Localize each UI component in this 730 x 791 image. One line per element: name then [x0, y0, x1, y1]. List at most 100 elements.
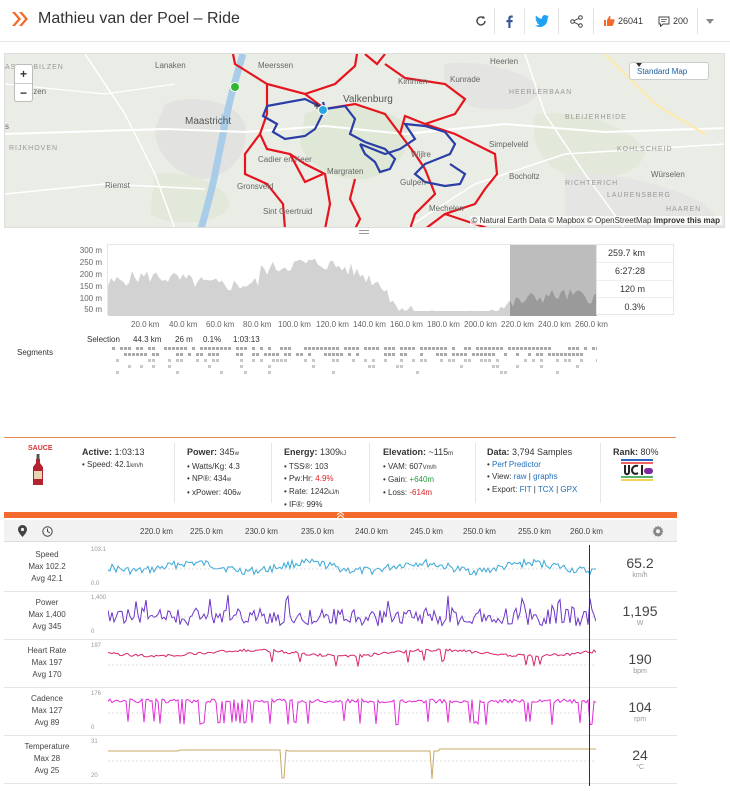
timeline-x-tick: 255.0 km — [518, 527, 551, 536]
stream-current-unit: rpm — [633, 716, 647, 723]
uci-pro-badge-icon[interactable] — [620, 456, 654, 484]
elevation-y-tick: 100 m — [79, 294, 102, 303]
selection-elevation: 26 m — [175, 335, 193, 344]
stream-avg: Avg 89 — [34, 718, 60, 727]
speed-label: Speed: — [87, 459, 113, 469]
map-canvas — [5, 54, 724, 227]
elevation-x-tick: 240.0 km — [538, 320, 571, 329]
tss-label: TSS®: — [288, 461, 313, 471]
share-button[interactable] — [566, 8, 586, 34]
refresh-button[interactable] — [471, 8, 491, 34]
map-label: Gronsveld — [237, 182, 274, 191]
map-attribution: © Natural Earth Data © Mapbox © OpenStre… — [469, 216, 722, 225]
total-time: 6:27:28 — [597, 263, 673, 281]
thumbs-up-icon — [603, 15, 615, 26]
stream-current-value: 190 — [628, 651, 652, 667]
chevron-down-icon — [706, 18, 714, 24]
stream-current: 65.2 km/h — [601, 555, 679, 579]
map-label: Simpelveld — [489, 140, 529, 149]
stream-row-temperature[interactable]: Temperature Max 28 Avg 25 31 20 24 °C — [4, 737, 677, 784]
stream-y-min: 0 — [91, 629, 95, 635]
timeline-x-tick: 240.0 km — [355, 527, 388, 536]
map-label: Izen — [31, 87, 47, 96]
map-label: Margraten — [327, 167, 364, 176]
view-raw-link[interactable]: raw — [513, 472, 527, 481]
export-tcx-link[interactable]: TCX — [537, 484, 554, 494]
elevation-x-tick: 200.0 km — [464, 320, 497, 329]
clock-icon — [41, 525, 53, 537]
data-stats: Data: 3,794 Samples • Perf Predictor • V… — [487, 447, 578, 494]
time-mode-button[interactable] — [37, 523, 57, 539]
stream-current-value: 65.2 — [626, 555, 654, 571]
power-title: Power: — [187, 447, 218, 457]
elevation-y-tick: 300 m — [79, 246, 102, 255]
energy-title: Energy: — [284, 447, 318, 457]
active-stats: Active: 1:03:13 • Speed: 42.1km/h — [82, 447, 145, 469]
share-icon — [569, 14, 583, 28]
map-label: Maastricht — [185, 116, 232, 127]
zoom-in-button[interactable]: + — [19, 67, 27, 81]
comments-button[interactable]: 200 — [655, 8, 691, 34]
stream-current: 190 bpm — [601, 651, 679, 675]
map-label: BLEIJERHEIDE — [565, 114, 627, 121]
export-gpx-link[interactable]: GPX — [560, 484, 578, 494]
gain-value: +640m — [409, 475, 435, 484]
stream-row-speed[interactable]: Speed Max 102.2 Avg 42.1 103.1 0.0 65.2 km/h — [4, 545, 677, 592]
chart-settings-button[interactable] — [648, 523, 668, 539]
panel-resize-handle[interactable] — [359, 230, 369, 234]
segments-label: Segments — [17, 348, 54, 357]
timeline-x-tick: 245.0 km — [410, 527, 443, 536]
stream-row-heart-rate[interactable]: Heart Rate Max 197 Avg 170 197 190 bpm — [4, 641, 677, 688]
selection-distance: 44.3 km — [133, 335, 162, 344]
stream-current-unit: W — [636, 620, 644, 627]
twitter-share-button[interactable] — [531, 8, 553, 34]
perf-predictor-link[interactable]: Perf Predictor — [492, 459, 541, 469]
stream-y-max: 1,400 — [91, 595, 107, 601]
pwhr-label: Pw:Hr: — [289, 474, 314, 483]
stream-name: Cadence — [30, 694, 64, 703]
map-label: Kimmen — [398, 77, 428, 86]
tss-value: 103 — [314, 461, 329, 471]
view-graphs-link[interactable]: graphs — [533, 472, 558, 481]
power-stats: Power: 345w • Watts/Kg: 4.3 • NP®: 434w … — [187, 447, 241, 497]
stream-row-power[interactable]: Power Max 1,400 Avg 345 1,400 0 1,195 W — [4, 593, 677, 640]
stream-y-max: 103.1 — [91, 547, 107, 553]
export-fit-link[interactable]: FIT — [519, 484, 532, 494]
stream-row-cadence[interactable]: Cadence Max 127 Avg 89 176 0 104 rpm — [4, 689, 677, 736]
segments-track[interactable] — [112, 346, 597, 382]
elevation-y-tick: 50 m — [84, 305, 102, 314]
elevation-y-tick: 200 m — [79, 270, 102, 279]
stream-y-min: 20 — [91, 773, 98, 779]
stream-name: Heart Rate — [27, 646, 67, 655]
map-style-select[interactable]: Standard Map — [629, 62, 709, 80]
zoom-out-button[interactable]: − — [15, 83, 32, 101]
map-label: Würselen — [651, 170, 685, 179]
route-map[interactable]: ASTERBILZEN Lanaken Meerssen Heerlen Kun… — [4, 53, 725, 228]
elevation-x-tick: 160.0 km — [390, 320, 423, 329]
stream-max: Max 197 — [31, 658, 63, 667]
facebook-share-button[interactable] — [499, 8, 519, 34]
map-label: Mechelen — [429, 204, 464, 213]
collapse-caret-icon[interactable] — [337, 512, 344, 518]
improve-map-link[interactable]: Improve this map — [653, 216, 720, 225]
activity-header: Mathieu van der Poel – Ride 26041 — [0, 0, 730, 42]
distance-mode-button[interactable] — [12, 523, 32, 539]
stream-graph — [108, 697, 596, 726]
speed-value: 42.1 — [114, 459, 131, 469]
kudos-button[interactable]: 26041 — [601, 8, 645, 34]
rank-value: 80% — [640, 447, 659, 457]
stream-current-value: 24 — [632, 747, 648, 763]
energy-value: 1309 — [320, 447, 341, 457]
chart-cursor-line[interactable] — [589, 545, 590, 786]
more-menu-button[interactable] — [703, 8, 717, 34]
elevation-profile — [108, 245, 597, 316]
rate-value: 1242 — [310, 486, 329, 496]
sauce-logo-icon — [12, 12, 28, 26]
if-value: 99% — [306, 500, 323, 509]
elevation-x-tick: 120.0 km — [316, 320, 349, 329]
selection-grade: 0.1% — [203, 335, 222, 344]
if-label: IF®: — [289, 500, 305, 509]
facebook-icon — [506, 15, 513, 28]
data-samples: 3,794 Samples — [512, 447, 573, 457]
elevation-chart[interactable] — [107, 244, 597, 316]
